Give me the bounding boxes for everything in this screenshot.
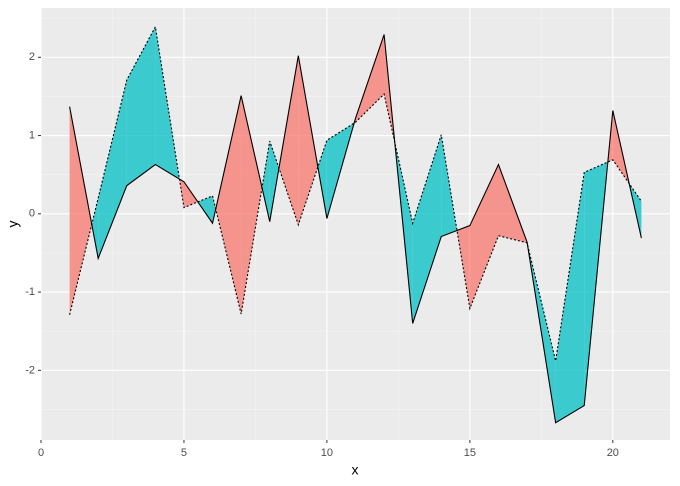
ribbon — [469, 164, 499, 309]
line — [69, 34, 642, 424]
ribbon — [269, 141, 279, 222]
x-tick-label: 5 — [181, 447, 187, 459]
x-tick-label: 0 — [38, 447, 44, 459]
ribbon — [317, 140, 327, 219]
x-tick-label: 15 — [464, 447, 476, 459]
y-tick-label: 0 — [29, 208, 35, 220]
ribbon — [91, 198, 99, 259]
ribbon — [412, 134, 442, 324]
y-tick-label: -2 — [25, 364, 35, 376]
ribbon — [69, 106, 92, 315]
ribbon — [278, 55, 299, 225]
ribbon — [555, 172, 585, 423]
ribbon — [215, 95, 242, 314]
x-tick-label: 20 — [607, 447, 619, 459]
x-axis-title: x — [352, 462, 359, 478]
ribbon — [298, 55, 318, 225]
y-tick-label: -1 — [25, 286, 35, 298]
ribbon — [212, 195, 216, 224]
y-tick-label: 2 — [29, 51, 35, 63]
ribbon — [241, 95, 263, 314]
y-axis-title: y — [5, 221, 21, 228]
line — [69, 25, 642, 362]
x-tick-label: 10 — [321, 447, 333, 459]
ribbon — [183, 181, 198, 208]
ribbon — [262, 141, 270, 222]
ribbon — [98, 80, 127, 259]
ribbon — [126, 26, 156, 186]
ribbon — [197, 195, 213, 224]
y-tick-label: 1 — [29, 129, 35, 141]
